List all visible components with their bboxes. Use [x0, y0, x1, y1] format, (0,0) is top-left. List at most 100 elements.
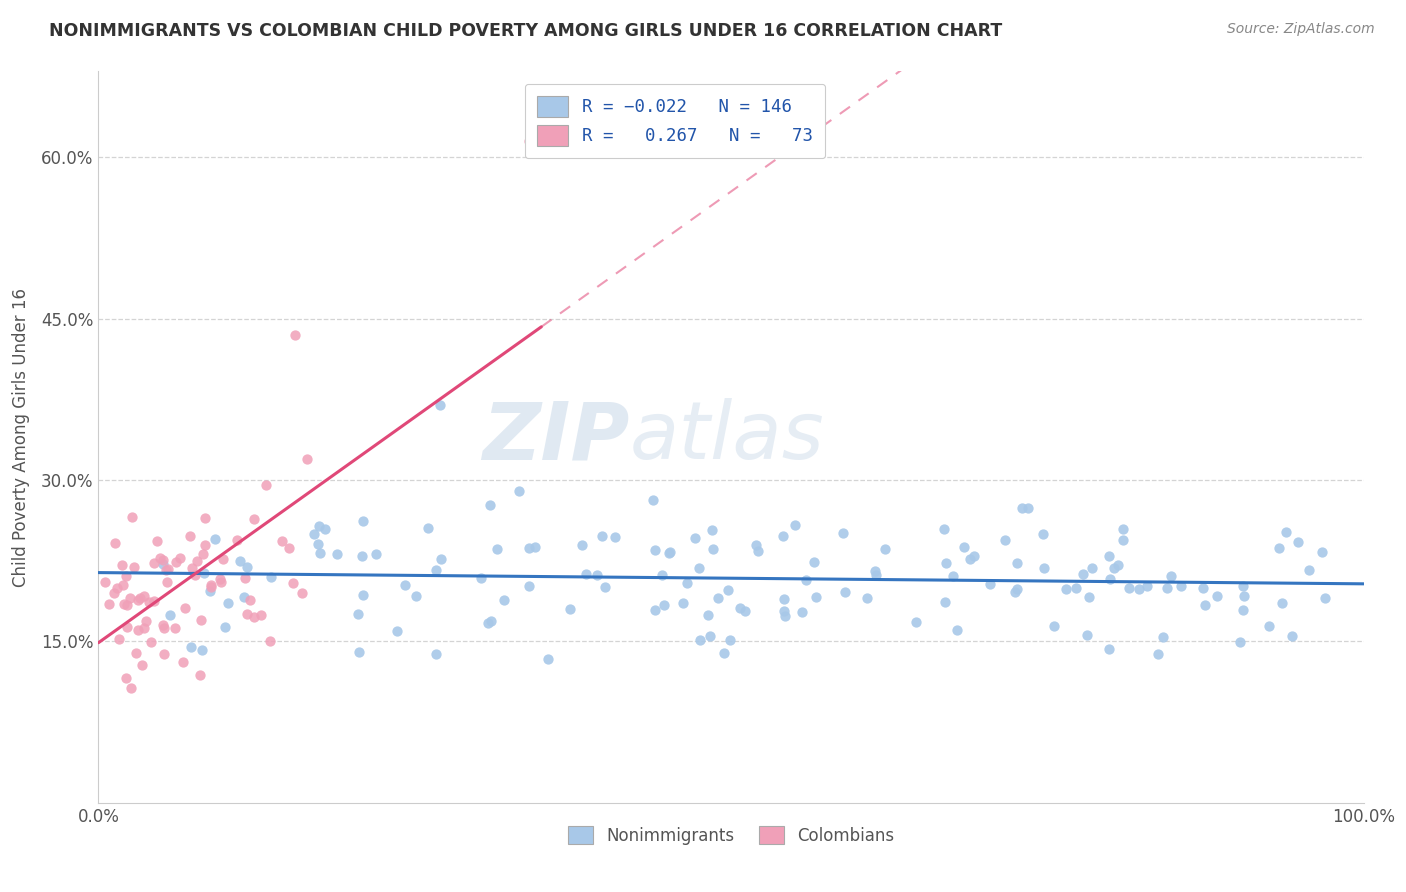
- Point: [1078, 591, 1101, 605]
- Point: [707, 591, 730, 605]
- Point: [209, 574, 232, 589]
- Point: [174, 600, 197, 615]
- Point: [1147, 647, 1170, 661]
- Point: [159, 607, 181, 622]
- Point: [131, 657, 153, 672]
- Point: [905, 615, 928, 630]
- Point: [517, 579, 540, 593]
- Point: [325, 547, 347, 561]
- Point: [1007, 556, 1029, 570]
- Point: [385, 624, 408, 639]
- Point: [718, 632, 741, 647]
- Point: [1064, 581, 1087, 595]
- Point: [112, 578, 135, 592]
- Point: [117, 620, 139, 634]
- Point: [803, 555, 825, 569]
- Point: [281, 575, 304, 590]
- Point: [536, 652, 558, 666]
- Point: [145, 534, 167, 549]
- Point: [250, 607, 273, 622]
- Point: [644, 602, 666, 616]
- Point: [672, 596, 695, 610]
- Point: [591, 529, 613, 543]
- Point: [865, 567, 887, 582]
- Point: [179, 529, 201, 543]
- Point: [295, 451, 318, 466]
- Point: [1111, 522, 1133, 536]
- Point: [1286, 535, 1309, 549]
- Point: [107, 581, 129, 595]
- Point: [1136, 579, 1159, 593]
- Point: [141, 635, 163, 649]
- Point: [149, 550, 172, 565]
- Point: [209, 572, 232, 586]
- Point: [1152, 630, 1174, 644]
- Point: [194, 538, 217, 552]
- Point: [575, 567, 598, 582]
- Point: [728, 600, 751, 615]
- Point: [834, 585, 856, 599]
- Point: [696, 607, 718, 622]
- Point: [747, 544, 769, 558]
- Point: [114, 569, 136, 583]
- Point: [260, 570, 283, 584]
- Point: [121, 510, 143, 524]
- Point: [291, 586, 314, 600]
- Point: [716, 582, 738, 597]
- Point: [103, 586, 125, 600]
- Point: [302, 526, 325, 541]
- Point: [934, 595, 956, 609]
- Point: [1004, 584, 1026, 599]
- Point: [366, 548, 388, 562]
- Point: [1011, 500, 1033, 515]
- Point: [593, 580, 616, 594]
- Point: [135, 614, 157, 628]
- Point: [352, 514, 374, 528]
- Point: [745, 538, 768, 552]
- Point: [163, 622, 186, 636]
- Point: [188, 667, 211, 681]
- Point: [270, 533, 292, 548]
- Point: [1170, 579, 1192, 593]
- Point: [773, 592, 796, 607]
- Point: [644, 543, 666, 558]
- Point: [1118, 581, 1140, 595]
- Point: [1043, 618, 1066, 632]
- Point: [1192, 581, 1215, 595]
- Point: [1310, 545, 1333, 559]
- Point: [603, 529, 626, 543]
- Point: [214, 620, 236, 634]
- Point: [1258, 618, 1281, 632]
- Point: [120, 681, 142, 695]
- Point: [1098, 549, 1121, 563]
- Point: [156, 574, 179, 589]
- Point: [211, 552, 233, 566]
- Point: [1098, 572, 1121, 586]
- Point: [1160, 569, 1182, 583]
- Point: [1054, 582, 1077, 596]
- Point: [470, 571, 492, 585]
- Point: [309, 546, 332, 560]
- Point: [155, 563, 177, 577]
- Point: [734, 604, 756, 618]
- Point: [792, 605, 814, 619]
- Point: [104, 536, 127, 550]
- Point: [651, 568, 673, 582]
- Point: [959, 552, 981, 566]
- Point: [772, 603, 794, 617]
- Point: [93, 575, 117, 590]
- Point: [193, 566, 215, 581]
- Point: [193, 547, 215, 561]
- Point: [143, 556, 166, 570]
- Point: [855, 591, 877, 605]
- Point: [405, 589, 427, 603]
- Point: [111, 558, 134, 572]
- Point: [120, 591, 141, 606]
- Point: [946, 623, 969, 637]
- Point: [217, 596, 239, 610]
- Point: [180, 561, 202, 575]
- Point: [979, 577, 1001, 591]
- Point: [156, 562, 179, 576]
- Point: [772, 529, 794, 543]
- Point: [259, 633, 281, 648]
